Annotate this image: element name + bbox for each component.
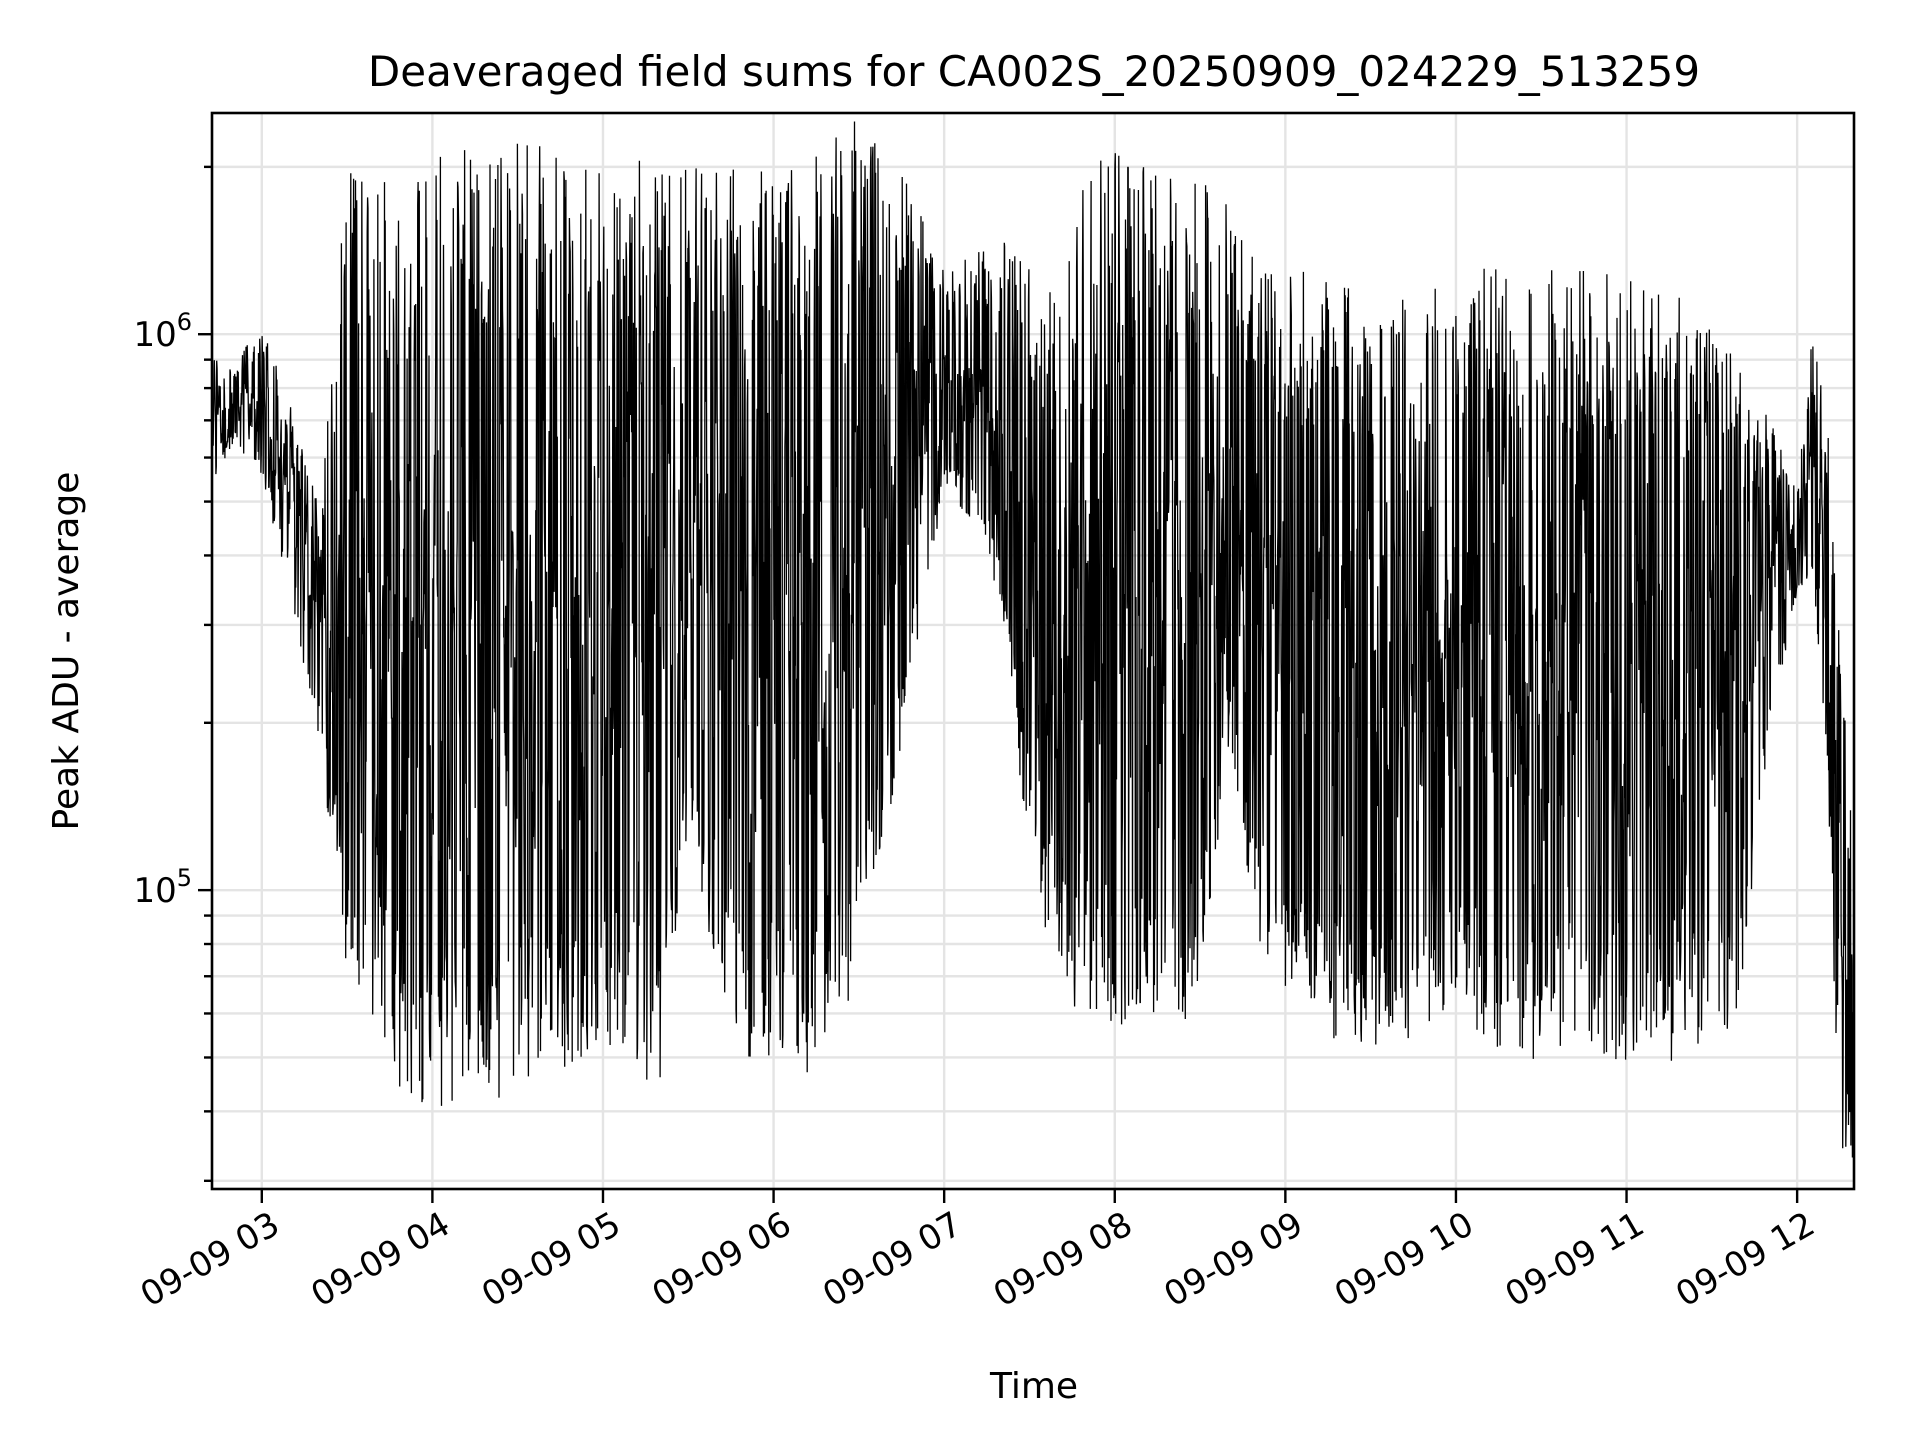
series-line (211, 121, 1855, 1158)
x-tick-label: 09-09 03 (134, 1204, 286, 1315)
x-axis-label: Time (989, 1366, 1078, 1407)
x-tick-label: 09-09 08 (987, 1204, 1139, 1315)
y-axis-label: Peak ADU - average (46, 472, 87, 831)
y-tick-label: 105 (133, 864, 192, 911)
x-tick-label: 09-09 06 (646, 1204, 798, 1315)
plot-frame (210, 111, 1856, 1191)
x-tick-label: 09-09 04 (305, 1204, 457, 1315)
y-axis: 105 106 (133, 165, 212, 1183)
x-axis: 09-09 03 09-09 04 09-09 05 09-09 06 09-09 07… (134, 1189, 1822, 1315)
x-tick-label: 09-09 12 (1669, 1204, 1821, 1315)
x-tick-label: 09-09 07 (816, 1204, 968, 1315)
y-tick-label: 106 (133, 308, 192, 355)
x-tick-label: 09-09 09 (1157, 1204, 1309, 1315)
chart-title: Deaveraged field sums for CA002S_2025090… (368, 47, 1700, 96)
x-tick-label: 09-09 05 (475, 1204, 627, 1315)
x-tick-label: 09-09 10 (1328, 1204, 1480, 1315)
x-tick-label: 09-09 11 (1499, 1204, 1651, 1315)
